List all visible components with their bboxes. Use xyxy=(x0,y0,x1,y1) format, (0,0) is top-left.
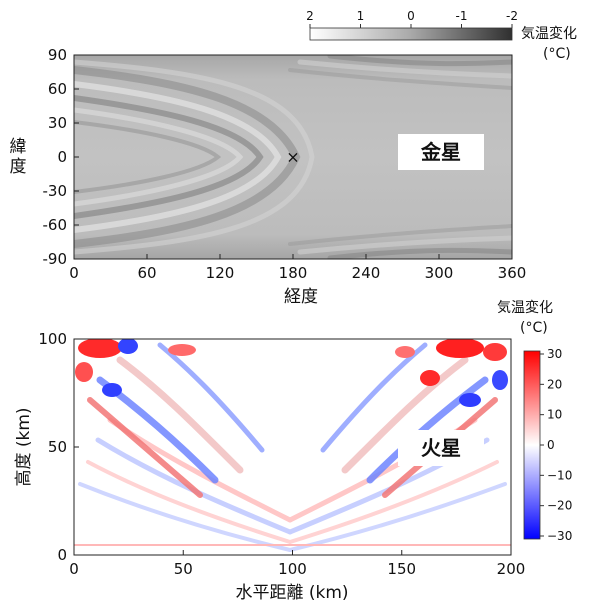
mars-label-box xyxy=(398,430,484,466)
mars-colorbar-tick-label: −10 xyxy=(547,468,572,482)
venus-y-tick-label: -90 xyxy=(43,250,68,268)
venus-colorbar-tick-label: -1 xyxy=(456,9,468,23)
venus-x-tick-label: 180 xyxy=(279,264,308,282)
mars-y-tick-label: 100 xyxy=(38,330,67,348)
mars-x-tick-label: 50 xyxy=(174,560,193,578)
venus-y-tick-label: 0 xyxy=(57,148,67,166)
venus-label: 金星 xyxy=(420,140,461,164)
venus-marker: × xyxy=(286,148,299,167)
mars-ylabel: 高度 (km) xyxy=(14,407,34,486)
mars-colorbar-unit: (°C) xyxy=(520,320,548,336)
venus-x-tick-label: 120 xyxy=(206,264,235,282)
mars-colorbar-tick-label: 0 xyxy=(547,438,555,452)
venus-label-box xyxy=(398,134,484,170)
venus-x-tick-label: 60 xyxy=(137,264,156,282)
mars-heatmap xyxy=(74,339,511,555)
mars-colorbar-tick-label: 30 xyxy=(547,347,562,361)
mars-x-tick-label: 200 xyxy=(497,560,526,578)
mars-colorbar-title: 気温変化 xyxy=(497,299,553,316)
venus-x-tick-label: 0 xyxy=(69,264,79,282)
venus-x-axis: 0 60 120 180 240 300 360 xyxy=(69,254,526,282)
mars-colorbar-tick-label: 20 xyxy=(547,377,562,391)
mars-colorbar-tick-label: −30 xyxy=(547,529,572,543)
venus-colorbar: 2 1 0 -1 -2 気温変化 (°C) xyxy=(306,9,577,62)
venus-colorbar-title: 気温変化 xyxy=(521,25,577,42)
venus-colorbar-unit: (°C) xyxy=(543,46,571,62)
mars-colorbar: 30 20 10 0 −10 −20 −30 気温変化 (°C) xyxy=(497,299,572,543)
mars-y-tick-label: 50 xyxy=(48,438,67,456)
mars-xlabel: 水平距離 (km) xyxy=(235,583,348,603)
venus-y-tick-label: -60 xyxy=(43,216,68,234)
venus-y-tick-label: 60 xyxy=(48,80,67,98)
venus-colorbar-tick-label: -2 xyxy=(506,9,518,23)
venus-colorbar-tick-label: 1 xyxy=(357,9,365,23)
venus-xlabel: 経度 xyxy=(284,287,318,307)
venus-x-tick-label: 360 xyxy=(498,264,527,282)
venus-colorbar-tick-label: 0 xyxy=(407,9,415,23)
mars-x-axis: 0 50 100 150 200 xyxy=(69,550,525,578)
venus-colorbar-tick-label: 2 xyxy=(306,9,314,23)
venus-y-tick-label: -30 xyxy=(43,182,68,200)
venus-ylabel: 緯度 xyxy=(10,137,27,177)
venus-colorbar-ticks: 2 1 0 -1 -2 xyxy=(306,9,518,28)
mars-colorbar-tick-label: 10 xyxy=(547,408,562,422)
venus-y-tick-label: 90 xyxy=(48,46,67,64)
mars-colorbar-ticks: 30 20 10 0 −10 −20 −30 xyxy=(540,347,572,543)
venus-x-tick-label: 300 xyxy=(425,264,454,282)
mars-y-axis: 100 50 0 xyxy=(38,330,79,564)
venus-y-tick-label: 30 xyxy=(48,114,67,132)
venus-x-tick-label: 240 xyxy=(352,264,381,282)
mars-y-tick-label: 0 xyxy=(57,546,67,564)
mars-x-tick-label: 150 xyxy=(387,560,416,578)
mars-x-tick-label: 0 xyxy=(69,560,79,578)
mars-label: 火星 xyxy=(421,436,461,460)
mars-colorbar-tick-label: −20 xyxy=(547,499,572,513)
mars-x-tick-label: 100 xyxy=(278,560,307,578)
venus-y-axis: 90 60 30 0 -30 -60 -90 xyxy=(43,46,79,268)
